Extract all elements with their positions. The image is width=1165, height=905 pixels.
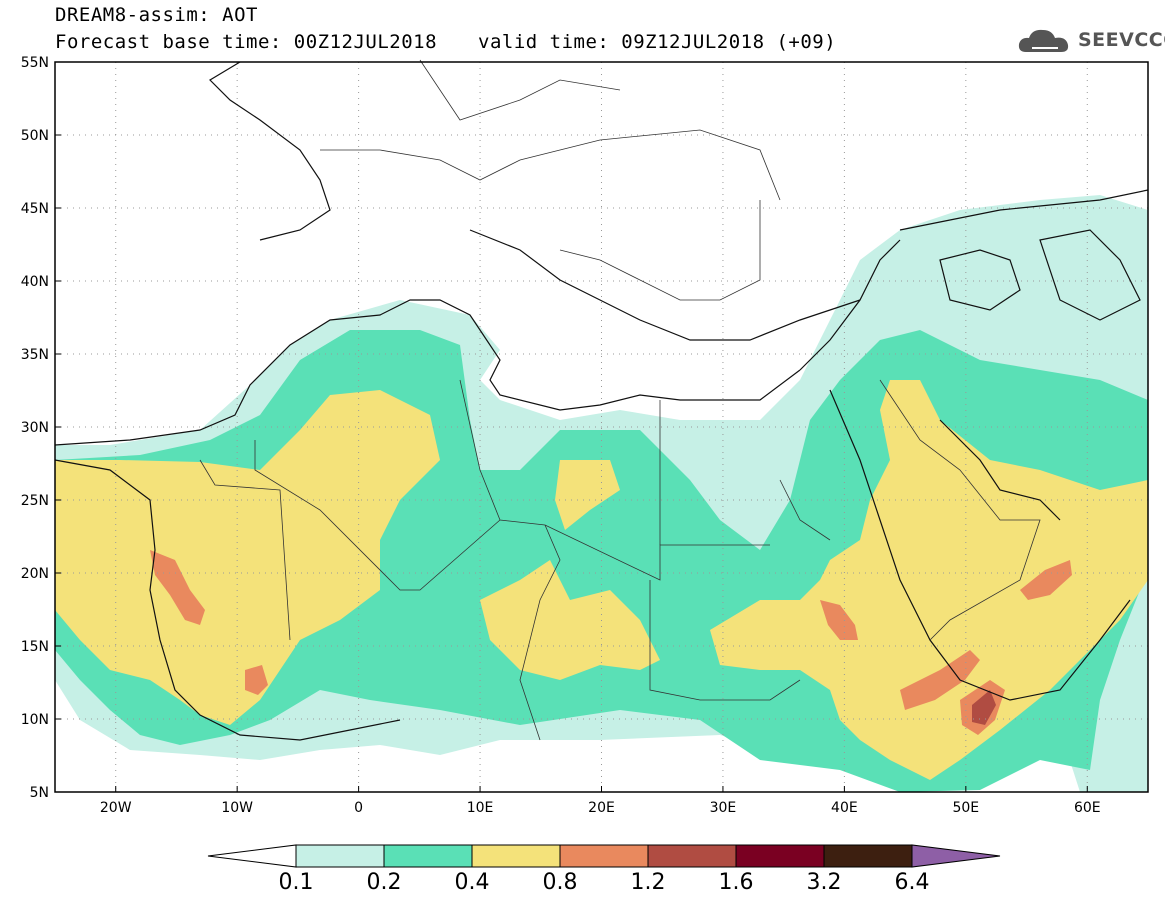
aot-band-0.4-east [710, 380, 1148, 780]
colorbar-swatch [823, 844, 913, 868]
lat-tick-label: 45N [21, 201, 49, 217]
aot-band-1.2-somalia [972, 690, 996, 725]
cloud-icon [1018, 29, 1069, 52]
aot-band-0.8-yemen [900, 650, 980, 710]
lat-tick-label: 20N [21, 566, 49, 582]
lat-tick-label: 25N [21, 493, 49, 509]
aot-band-0.8-oman [1020, 560, 1072, 600]
longitude-axis: 20W 10W 0 10E 20E 30E 40E 50E 60E [100, 786, 1101, 816]
seevccc-logo: SEEVCCC [1018, 26, 1165, 56]
logo-text: SEEVCCC [1078, 29, 1165, 51]
lat-tick-label: 40N [21, 274, 49, 290]
colorbar-swatch [383, 844, 473, 868]
map-title: DREAM8-assim: AOT [55, 4, 258, 26]
lat-tick-label: 30N [21, 420, 49, 436]
colorbar-over-triangle [911, 844, 1001, 868]
valid-time: valid time: 09Z12JUL2018 (+09) [478, 31, 837, 53]
colorbar-label: 1.2 [630, 870, 666, 895]
colorbar [207, 844, 1001, 868]
lon-tick-label: 40E [831, 800, 858, 816]
lon-tick-label: 10W [221, 800, 253, 816]
colorbar-label: 0.2 [366, 870, 402, 895]
colorbar-swatch [295, 844, 385, 868]
colorbar-label: 0.8 [542, 870, 578, 895]
latitude-axis: 55N 50N 45N 40N 35N 30N 25N 20N 15N 10N 5N [21, 55, 61, 801]
lat-tick-label: 15N [21, 639, 49, 655]
lon-tick-label: 50E [952, 800, 979, 816]
colorbar-swatch [647, 844, 737, 868]
forecast-base-time: Forecast base time: 00Z12JUL2018 [55, 31, 438, 53]
lat-tick-label: 50N [21, 128, 49, 144]
lat-tick-label: 55N [21, 55, 49, 71]
aot-band-0.4-central [480, 560, 660, 680]
colorbar-swatch [559, 844, 649, 868]
colorbar-under-triangle [207, 844, 297, 868]
country-borders [199, 59, 1041, 741]
colorbar-label: 3.2 [806, 870, 842, 895]
graticule [55, 62, 1148, 792]
colorbar-label: 1.6 [718, 870, 754, 895]
lon-tick-label: 20W [100, 800, 132, 816]
colorbar-label: 0.1 [278, 870, 314, 895]
colorbar-label: 6.4 [894, 870, 930, 895]
aot-band-0.4-libya [555, 460, 620, 530]
lon-tick-label: 30E [710, 800, 737, 816]
lat-tick-label: 35N [21, 347, 49, 363]
lon-tick-label: 60E [1074, 800, 1101, 816]
colorbar-swatch [471, 844, 561, 868]
aot-band-0.4-west [55, 390, 440, 725]
coastlines [54, 61, 1149, 741]
lat-tick-label: 10N [21, 712, 49, 728]
colorbar-label: 0.4 [454, 870, 490, 895]
lon-tick-label: 20E [588, 800, 615, 816]
aot-band-0.8-eritrea [820, 600, 858, 640]
colorbar-swatch [735, 844, 825, 868]
lon-tick-label: 10E [467, 800, 494, 816]
lon-tick-label: 0 [354, 800, 363, 816]
lat-tick-label: 5N [30, 785, 49, 801]
aot-band-0.8-mali [245, 665, 268, 695]
aot-band-0.8-mauritania [150, 550, 205, 625]
